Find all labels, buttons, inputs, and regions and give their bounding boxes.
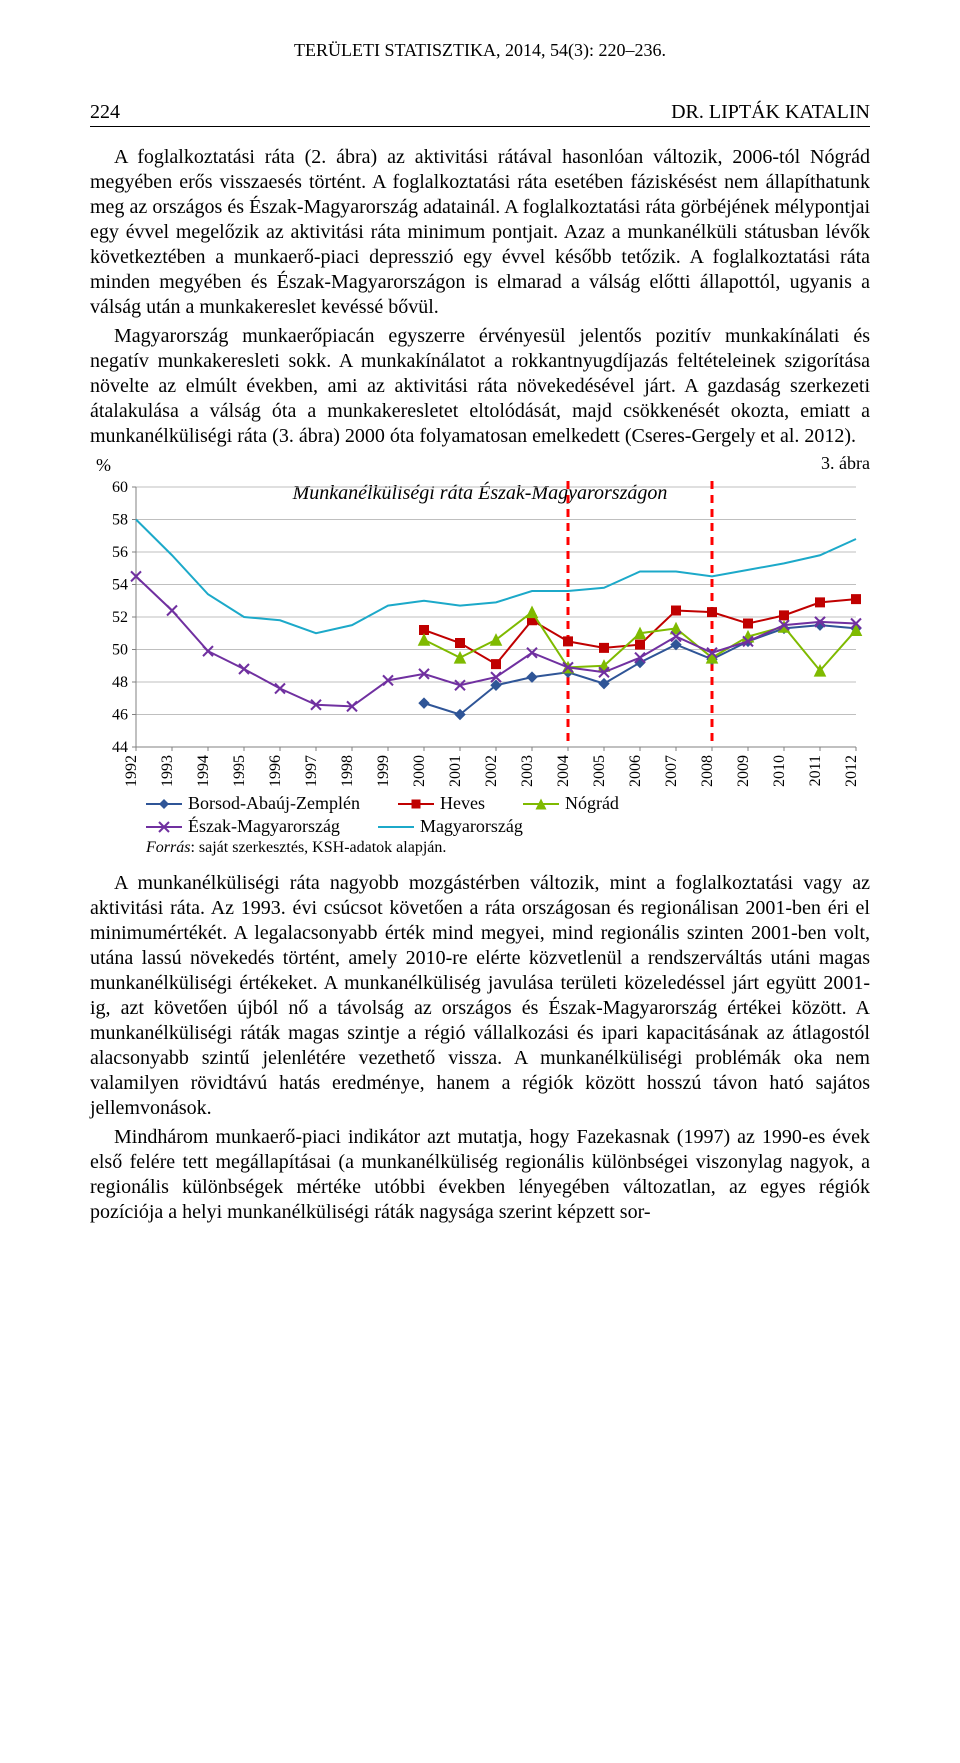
svg-text:1993: 1993	[159, 755, 176, 787]
legend-label: Nógrád	[565, 793, 619, 814]
author-name: DR. LIPTÁK KATALIN	[671, 101, 870, 124]
svg-text:46: 46	[112, 707, 128, 724]
svg-text:2001: 2001	[447, 755, 464, 787]
svg-text:2003: 2003	[519, 755, 536, 787]
paragraph-4: Mindhárom munkaerő-piaci indikátor azt m…	[90, 1125, 870, 1225]
paragraph-2: Magyarország munkaerőpiacán egyszerre ér…	[90, 324, 870, 449]
svg-text:2000: 2000	[411, 755, 428, 787]
svg-text:56: 56	[112, 544, 128, 561]
source-label: Forrás	[146, 839, 190, 856]
svg-text:44: 44	[112, 739, 128, 756]
legend-item: Borsod-Abaúj-Zemplén	[146, 793, 360, 814]
page-header: 224 DR. LIPTÁK KATALIN	[90, 101, 870, 127]
svg-text:2006: 2006	[627, 755, 644, 787]
page-number: 224	[90, 101, 120, 124]
paragraph-3: A munkanélküliségi ráta nagyobb mozgásté…	[90, 871, 870, 1121]
source-text: : saját szerkesztés, KSH-adatok alapján.	[190, 839, 446, 856]
svg-text:48: 48	[112, 674, 128, 691]
legend-label: Magyarország	[420, 816, 523, 837]
svg-text:2010: 2010	[771, 755, 788, 787]
svg-text:1999: 1999	[375, 755, 392, 787]
svg-text:2007: 2007	[663, 755, 680, 787]
svg-text:1995: 1995	[231, 755, 248, 787]
chart-container: % 44464850525456586019921993199419951996…	[90, 477, 870, 857]
svg-text:58: 58	[112, 512, 128, 529]
svg-text:2005: 2005	[591, 755, 608, 787]
y-axis-unit: %	[96, 455, 111, 476]
figure-label: 3. ábra	[90, 453, 870, 474]
legend-label: Borsod-Abaúj-Zemplén	[188, 793, 360, 814]
svg-text:1996: 1996	[267, 755, 284, 787]
svg-text:2004: 2004	[555, 755, 572, 787]
legend-item: Magyarország	[378, 816, 523, 837]
svg-text:1997: 1997	[303, 755, 320, 787]
svg-text:54: 54	[112, 577, 128, 594]
svg-text:2009: 2009	[735, 755, 752, 787]
svg-text:60: 60	[112, 479, 128, 496]
journal-header: TERÜLETI STATISZTIKA, 2014, 54(3): 220–2…	[90, 40, 870, 61]
legend-label: Észak-Magyarország	[188, 816, 340, 837]
svg-text:52: 52	[112, 609, 128, 626]
legend-label: Heves	[440, 793, 485, 814]
svg-text:2008: 2008	[699, 755, 716, 787]
svg-text:1992: 1992	[123, 755, 140, 787]
svg-text:2012: 2012	[843, 755, 860, 787]
svg-text:2002: 2002	[483, 755, 500, 787]
svg-text:2011: 2011	[807, 755, 824, 786]
paragraph-1: A foglalkoztatási ráta (2. ábra) az akti…	[90, 145, 870, 320]
chart-legend: Borsod-Abaúj-Zemplén Heves Nógrád Észak-Ma…	[146, 793, 870, 837]
line-chart: 44 46 48 50 52 54 56 58 60 1992 1993 1994 1995 1996 19…	[90, 477, 870, 787]
legend-item: Heves	[398, 793, 485, 814]
legend-item: Nógrád	[523, 793, 619, 814]
svg-text:1998: 1998	[339, 755, 356, 787]
figure-source: Forrás: saját szerkesztés, KSH-adatok al…	[146, 839, 870, 857]
svg-text:50: 50	[112, 642, 128, 659]
legend-item: Észak-Magyarország	[146, 816, 340, 837]
svg-text:1994: 1994	[195, 755, 212, 787]
